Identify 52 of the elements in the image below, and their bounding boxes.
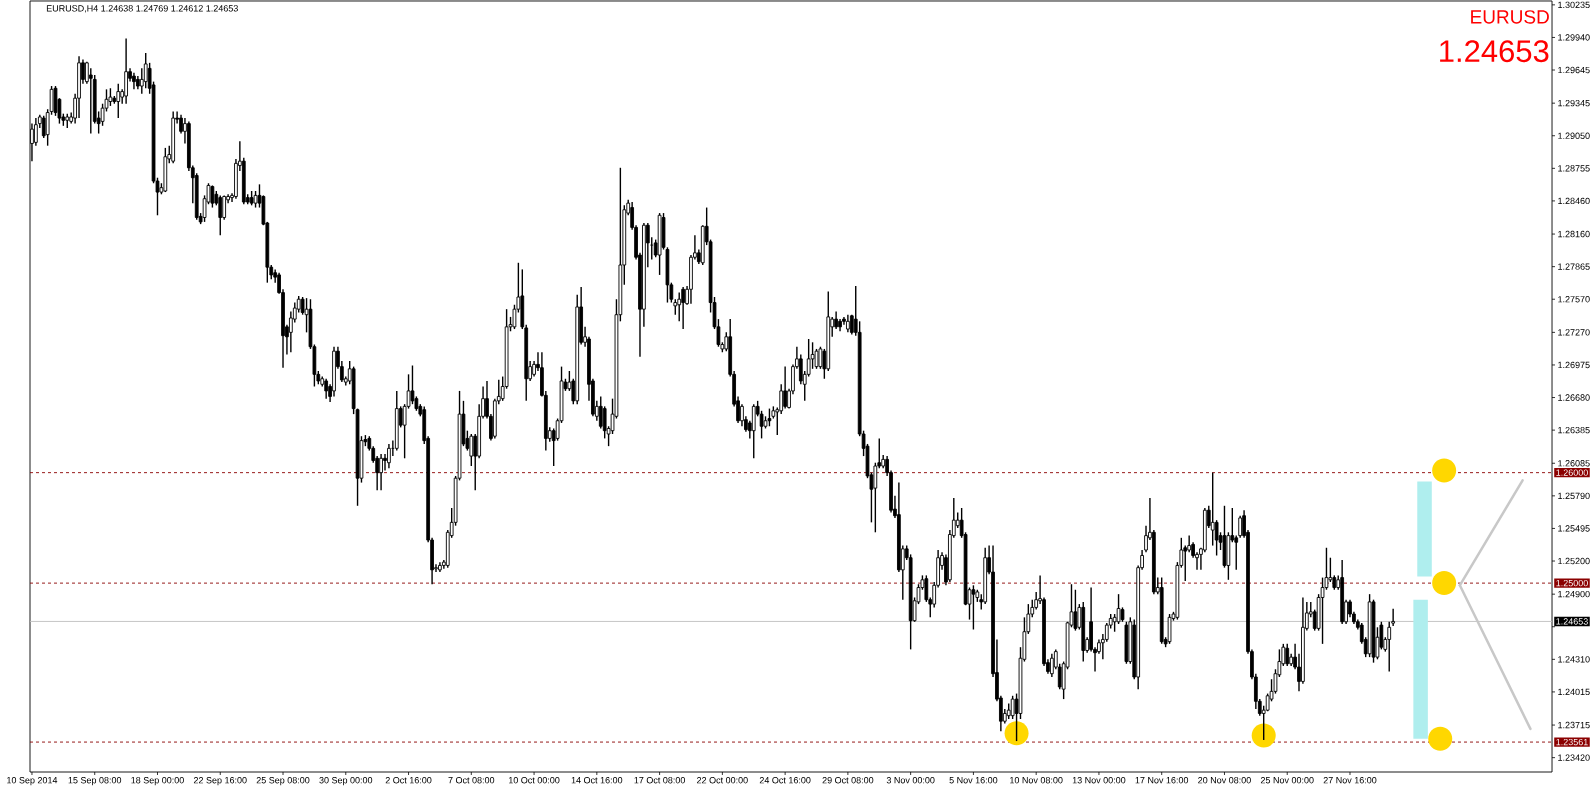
x-tick-label: 20 Nov 08:00 (1198, 777, 1251, 784)
y-tick-label: 1.24900 (1558, 590, 1590, 598)
y-tick-label: 1.28160 (1558, 230, 1590, 238)
x-tick-label: 25 Nov 00:00 (1260, 777, 1314, 784)
y-tick-label: 1.29645 (1558, 66, 1590, 74)
ref-line-label: 1.24653 (1556, 618, 1588, 625)
y-tick-label: 1.29050 (1558, 132, 1590, 139)
x-tick-label: 22 Oct 00:00 (697, 777, 748, 784)
y-tick-label: 1.27270 (1558, 329, 1590, 336)
x-tick-label: 22 Sep 16:00 (193, 777, 247, 786)
y-tick-label: 1.28755 (1558, 165, 1590, 172)
y-tick-label: 1.23420 (1558, 754, 1590, 761)
x-tick-label: 3 Nov 00:00 (886, 777, 935, 784)
ref-line-label: 1.23561 (1556, 738, 1588, 746)
y-tick-label: 1.24310 (1558, 656, 1590, 663)
y-tick-label: 1.24015 (1558, 688, 1590, 696)
x-tick-label: 14 Oct 16:00 (571, 777, 623, 784)
y-tick-label: 1.28460 (1558, 197, 1590, 205)
x-tick-label: 30 Sep 00:00 (319, 777, 373, 786)
x-tick-label: 27 Nov 16:00 (1323, 777, 1377, 784)
y-tick-label: 1.27865 (1558, 263, 1590, 270)
y-tick-label: 1.27570 (1558, 296, 1590, 303)
x-tick-label: 15 Sep 08:00 (68, 777, 122, 786)
y-tick-label: 1.25200 (1558, 557, 1590, 565)
x-tick-label: 29 Oct 08:00 (822, 777, 874, 784)
y-tick-label: 1.26085 (1558, 460, 1590, 467)
y-tick-label: 1.26680 (1558, 394, 1590, 401)
y-tick-label: 1.25790 (1558, 492, 1590, 500)
x-tick-label: 10 Nov 08:00 (1010, 777, 1063, 784)
y-tick-label: 1.25495 (1558, 525, 1590, 532)
x-tick-label: 2 Oct 16:00 (385, 777, 432, 784)
annotation: 1.24653 (1440, 40, 1549, 63)
chart-title: EURUSD,H4 1.24638 1.24769 1.24612 1.24653 (46, 5, 238, 13)
x-tick-label: 13 Nov 00:00 (1072, 777, 1126, 784)
y-tick-label: 1.29345 (1558, 99, 1590, 107)
y-tick-label: 1.26975 (1558, 361, 1590, 369)
annotation: EURUSD (1471, 10, 1549, 24)
y-tick-label: 1.30235 (1558, 1, 1590, 9)
x-tick-label: 17 Oct 08:00 (634, 777, 686, 784)
y-tick-label: 1.29940 (1558, 34, 1590, 41)
x-tick-label: 10 Sep 2014 (7, 777, 58, 786)
x-tick-label: 10 Oct 00:00 (508, 777, 560, 784)
y-tick-label: 1.26385 (1558, 426, 1590, 434)
ref-line-label: 1.25000 (1556, 579, 1588, 587)
x-tick-label: 5 Nov 16:00 (949, 777, 998, 784)
y-tick-label: 1.23715 (1558, 721, 1590, 729)
x-tick-label: 18 Sep 00:00 (131, 777, 184, 786)
x-tick-label: 17 Nov 16:00 (1135, 777, 1189, 784)
x-tick-label: 7 Oct 08:00 (448, 777, 495, 784)
ref-line-label: 1.26000 (1556, 469, 1588, 476)
x-tick-label: 25 Sep 08:00 (256, 777, 310, 786)
x-tick-label: 24 Oct 16:00 (759, 777, 811, 784)
